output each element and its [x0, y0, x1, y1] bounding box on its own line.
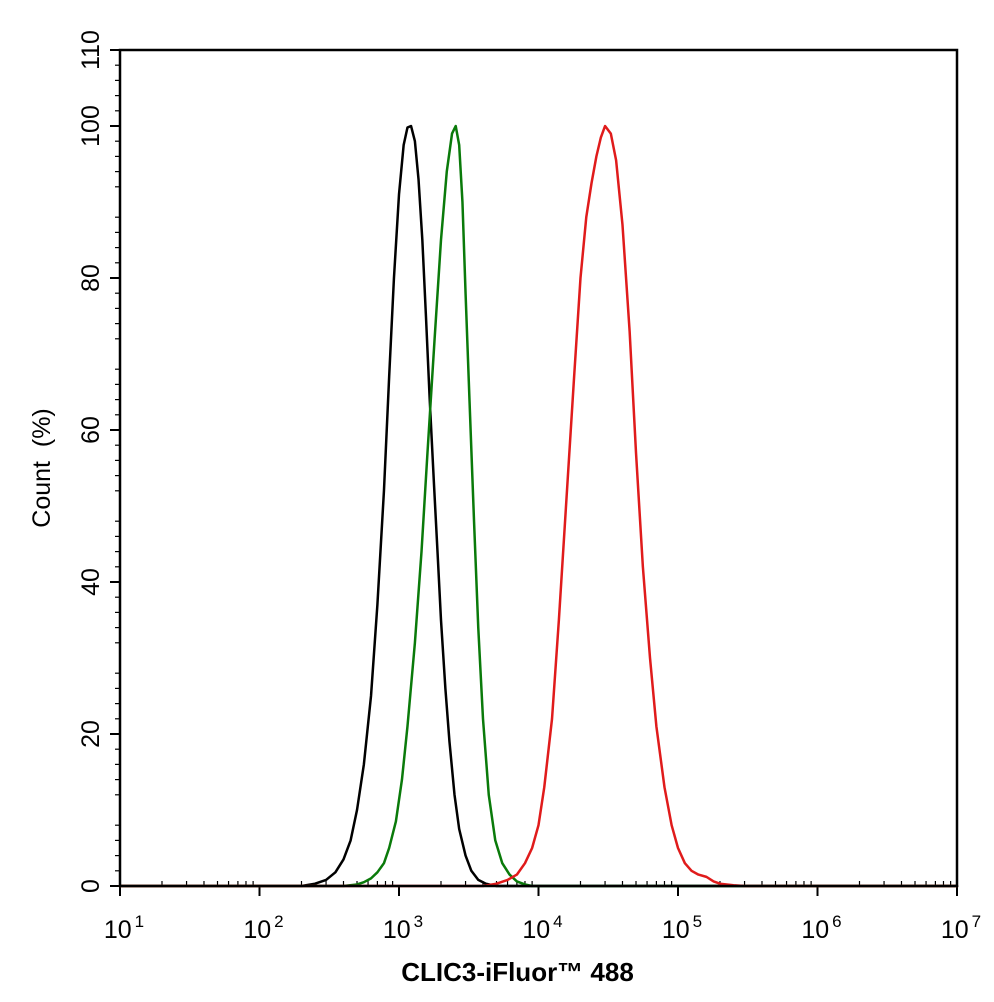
x-tick-label: 10 7	[941, 912, 981, 944]
x-tick-exponent: 3	[414, 912, 423, 931]
x-tick-exponent: 5	[693, 912, 702, 931]
major-ticks	[110, 49, 958, 896]
y-tick-label: 20	[77, 720, 105, 748]
x-tick-base: 10	[662, 916, 690, 944]
histogram-series-0	[118, 124, 959, 888]
x-axis-title: CLIC3-iFluor™ 488	[401, 957, 634, 987]
x-tick-labels: 10 1 10 2 10 3 10 4 10 5 10 6 10 7	[104, 912, 981, 944]
y-tick-label: 80	[77, 264, 105, 292]
y-tick-labels: 0 20 40 60 80 100 110	[77, 30, 105, 893]
x-tick-label: 10 2	[243, 912, 283, 944]
x-tick-base: 10	[801, 916, 829, 944]
x-tick-exponent: 7	[972, 912, 981, 931]
series-layer	[118, 124, 959, 888]
y-tick-label: 0	[77, 879, 105, 893]
x-tick-exponent: 2	[274, 912, 283, 931]
x-tick-base: 10	[104, 916, 132, 944]
histogram-series-1	[118, 124, 959, 888]
plot-frame	[118, 48, 959, 888]
x-tick-exponent: 4	[553, 912, 562, 931]
x-tick-label: 10 5	[662, 912, 702, 944]
x-tick-base: 10	[243, 916, 271, 944]
x-tick-exponent: 6	[832, 912, 841, 931]
x-tick-label: 10 4	[522, 912, 562, 944]
x-tick-label: 10 6	[801, 912, 841, 944]
x-tick-base: 10	[941, 916, 969, 944]
histogram-series-2	[118, 124, 959, 888]
x-tick-exponent: 1	[135, 912, 144, 931]
x-tick-base: 10	[383, 916, 411, 944]
y-tick-label: 110	[77, 30, 105, 70]
y-axis-title: Count (%)	[28, 408, 56, 527]
y-tick-label: 60	[77, 416, 105, 444]
x-tick-label: 10 1	[104, 912, 144, 944]
y-tick-label: 100	[77, 105, 105, 147]
y-tick-label: 40	[77, 568, 105, 596]
x-tick-base: 10	[522, 916, 550, 944]
x-tick-label: 10 3	[383, 912, 423, 944]
